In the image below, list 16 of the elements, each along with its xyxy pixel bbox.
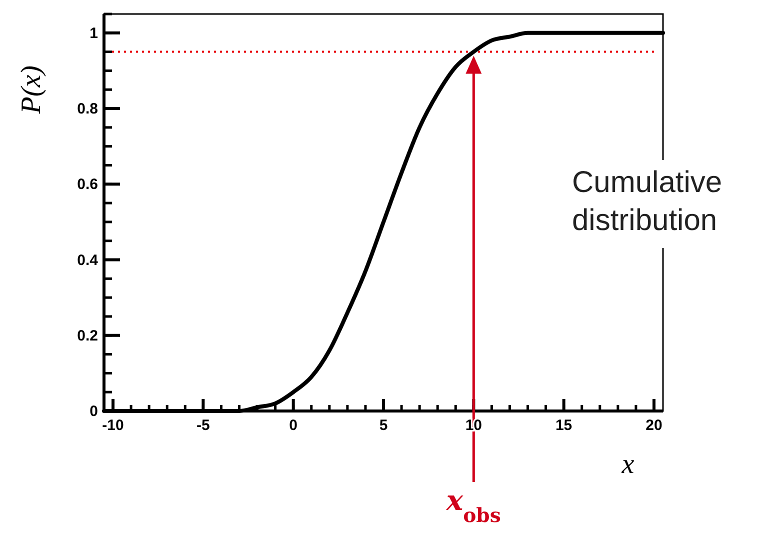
y-tick-label: 0.6 (77, 176, 98, 194)
y-tick-label: 1 (90, 24, 98, 42)
y-tick-label: 0.8 (77, 100, 98, 118)
y-tick-label: 0.2 (77, 327, 98, 344)
x-tick-label: 20 (646, 417, 662, 434)
y-tick-label: 0 (90, 403, 98, 420)
x-tick-label: -10 (102, 417, 124, 434)
x-tick-label: 0 (289, 417, 298, 434)
x-tick-label: 15 (555, 417, 572, 434)
ref-line-label: x$_{obs}$ (445, 484, 501, 526)
y-tick-label: 0.4 (77, 252, 99, 269)
annotation: Cumulative distribution (572, 166, 722, 237)
y-axis-title: P(x) (16, 66, 47, 115)
x-tick-label: 5 (379, 417, 388, 434)
x-tick-label: -5 (196, 417, 210, 434)
x-axis-title: x (620, 449, 635, 480)
